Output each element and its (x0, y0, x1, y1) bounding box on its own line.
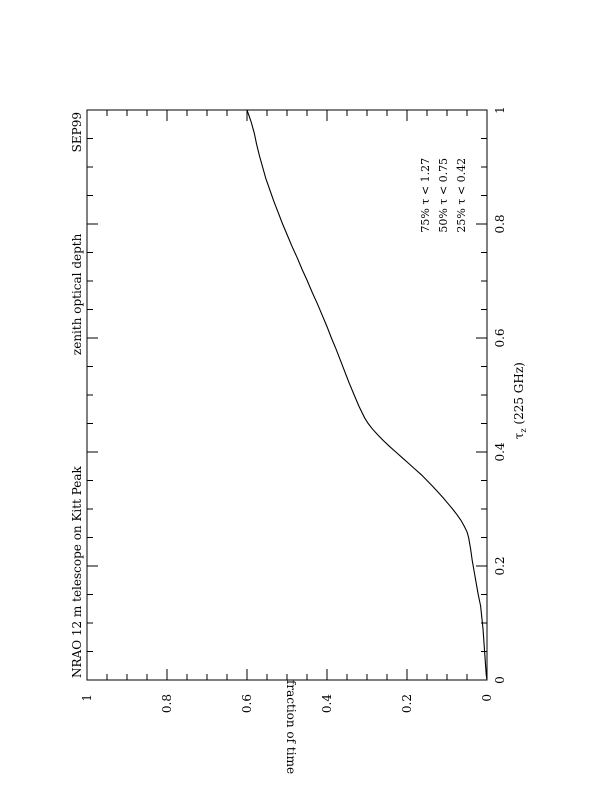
annotation-50: 50% τ < 0.75 (437, 158, 450, 233)
y-tick-label: 0.6 (240, 694, 254, 713)
x-tick-label: 0.2 (493, 556, 507, 575)
x-axis-label-rest: (225 GHz) (512, 362, 526, 428)
period-label: SEP99 (70, 112, 84, 152)
x-tick-label: 1 (493, 106, 507, 114)
y-axis-label: fraction of time (284, 680, 298, 774)
chart-subtitle: zenith optical depth (70, 233, 84, 355)
y-tick-label: 0 (480, 694, 494, 702)
x-tick-label: 0.6 (493, 328, 507, 347)
x-tick-label: 0.8 (493, 214, 507, 233)
cumulative-curve (246, 109, 488, 681)
tick-labels: 0 0.2 0.4 0.6 0.8 1 0 0.2 0.4 0.6 0.8 1 (80, 106, 507, 713)
plot-area: 0 0.2 0.4 0.6 0.8 1 0 0.2 0.4 0.6 0.8 1 NRAO 12 m t… (70, 106, 528, 774)
annotation-75: 75% τ < 1.27 (419, 158, 432, 233)
y-tick-label: 0.8 (160, 694, 174, 713)
x-axis-label: τz (225 GHz) (512, 362, 528, 439)
x-tick-label: 0.4 (493, 442, 507, 461)
chart-title: NRAO 12 m telescope on Kitt Peak (70, 465, 84, 678)
y-tick-label: 1 (80, 694, 94, 702)
x-tick-label: 0 (493, 676, 507, 684)
x-axis-label-symbol: τ (512, 432, 526, 439)
y-tick-label: 0.4 (320, 694, 334, 713)
tick-marks (86, 109, 488, 681)
x-axis-label-subscript: z (519, 428, 528, 432)
y-tick-label: 0.2 (400, 694, 414, 713)
annotation-25: 25% τ < 0.42 (455, 158, 468, 233)
